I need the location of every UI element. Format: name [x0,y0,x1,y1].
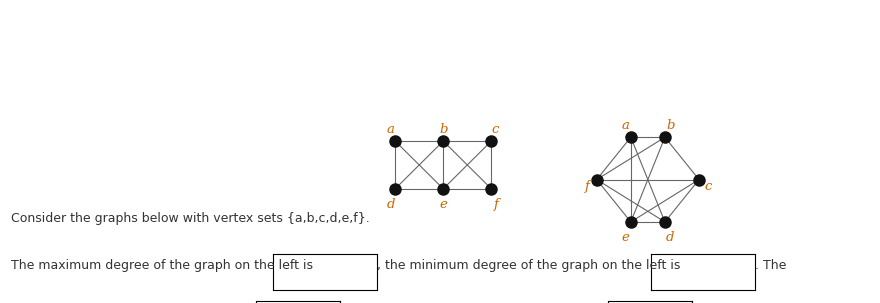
Text: Consider the graphs below with vertex sets {a,b,c,d,e,f}.: Consider the graphs below with vertex se… [11,212,370,225]
Text: d: d [386,198,395,211]
Text: c: c [492,123,499,136]
Text: d: d [666,231,675,244]
Text: c: c [705,180,712,193]
Text: . The: . The [755,259,786,272]
Text: f: f [494,198,498,211]
Text: , the minimum degree of the graph on the left is: , the minimum degree of the graph on the… [377,259,685,272]
Text: a: a [621,119,629,132]
Text: b: b [666,119,675,132]
Text: e: e [621,231,629,244]
Text: The maximum degree of the graph on the left is: The maximum degree of the graph on the l… [11,259,317,272]
Text: a: a [386,123,394,136]
Text: f: f [585,180,590,193]
Text: e: e [439,198,447,211]
Text: b: b [439,123,448,136]
